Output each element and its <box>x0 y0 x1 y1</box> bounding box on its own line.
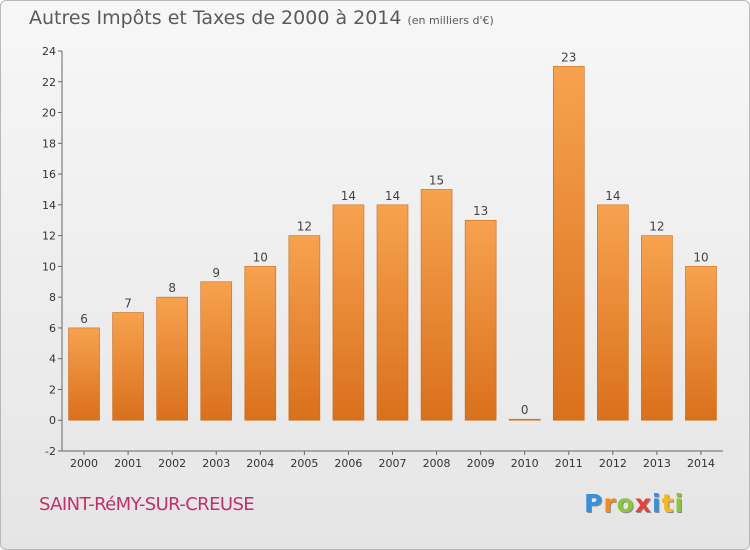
logo-letter: i <box>674 489 685 518</box>
y-tick-label: 18 <box>42 137 56 150</box>
bar <box>464 219 497 421</box>
x-tick-label: 2012 <box>599 457 627 470</box>
bar-value-label: 13 <box>473 204 488 218</box>
logo-letter: P <box>584 489 604 518</box>
bar-value-label: 12 <box>297 220 312 234</box>
commune-name: SAINT-RéMY-SUR-CREUSE <box>39 494 255 515</box>
bar <box>332 204 365 421</box>
x-tick-label: 2010 <box>511 457 539 470</box>
bar <box>597 204 629 421</box>
y-tick-label: 22 <box>42 76 56 89</box>
x-tick-label: 2005 <box>290 457 318 470</box>
x-tick-label: 2011 <box>555 457 583 470</box>
x-tick-label: 2009 <box>467 457 495 470</box>
x-tick-label: 2002 <box>158 457 186 470</box>
chart-unit: (en milliers d'€) <box>407 14 494 27</box>
bar-value-label: 6 <box>80 312 88 326</box>
y-tick-label: 16 <box>42 168 56 181</box>
bar <box>200 281 233 421</box>
chart-title: Autres Impôts et Taxes de 2000 à 2014 (en… <box>29 7 494 29</box>
bar-value-label: 15 <box>429 173 444 187</box>
x-tick-label: 2007 <box>379 457 407 470</box>
y-tick-label: 12 <box>42 230 56 243</box>
proxiti-logo: Proxiti <box>584 489 684 518</box>
bar <box>288 235 321 421</box>
logo-letter: o <box>616 489 635 518</box>
bar-value-label: 7 <box>124 297 132 311</box>
bar-value-label: 0 <box>521 403 529 417</box>
y-tick-label: 10 <box>42 260 56 273</box>
x-tick-label: 2004 <box>246 457 274 470</box>
x-tick-label: 2008 <box>423 457 451 470</box>
bar <box>376 204 409 421</box>
bar <box>244 266 277 421</box>
bar-value-label: 8 <box>168 281 176 295</box>
bar <box>508 418 541 421</box>
y-tick-label: -2 <box>45 445 56 458</box>
bar-value-label: 23 <box>561 50 576 64</box>
chart-title-text: Autres Impôts et Taxes de 2000 à 2014 <box>29 7 402 29</box>
bar <box>685 266 717 421</box>
y-tick-label: 14 <box>42 199 56 212</box>
logo-letter: i <box>652 489 662 518</box>
bar <box>552 66 585 421</box>
y-tick-label: 0 <box>49 414 56 427</box>
bar-value-label: 10 <box>693 250 708 264</box>
x-tick-label: 2014 <box>687 457 715 470</box>
logo-letter: t <box>661 489 675 518</box>
bar <box>156 296 188 421</box>
bar <box>68 327 100 421</box>
bar <box>112 312 144 421</box>
x-tick-label: 2003 <box>202 457 230 470</box>
bar <box>420 189 453 421</box>
logo-letter: r <box>603 489 617 518</box>
bar <box>641 235 673 421</box>
y-tick-label: 24 <box>42 45 56 58</box>
y-tick-label: 8 <box>49 291 56 304</box>
bar-value-label: 9 <box>212 266 220 280</box>
logo-letter: x <box>634 489 652 518</box>
y-tick-label: 6 <box>49 322 56 335</box>
bar-value-label: 12 <box>649 220 664 234</box>
x-tick-label: 2001 <box>114 457 142 470</box>
y-tick-label: 4 <box>49 353 56 366</box>
x-tick-label: 2000 <box>70 457 98 470</box>
y-tick-label: 2 <box>49 383 56 396</box>
bar-value-label: 14 <box>385 189 400 203</box>
x-tick-label: 2013 <box>643 457 671 470</box>
bars: 6 7 8 9 10 12 14 14 15 13 0 23 14 12 10 <box>68 50 717 421</box>
bar-value-label: 10 <box>253 250 268 264</box>
x-tick-label: 2006 <box>334 457 362 470</box>
y-tick-label: 20 <box>42 107 56 120</box>
bar-value-label: 14 <box>605 189 620 203</box>
bar-value-label: 14 <box>341 189 356 203</box>
